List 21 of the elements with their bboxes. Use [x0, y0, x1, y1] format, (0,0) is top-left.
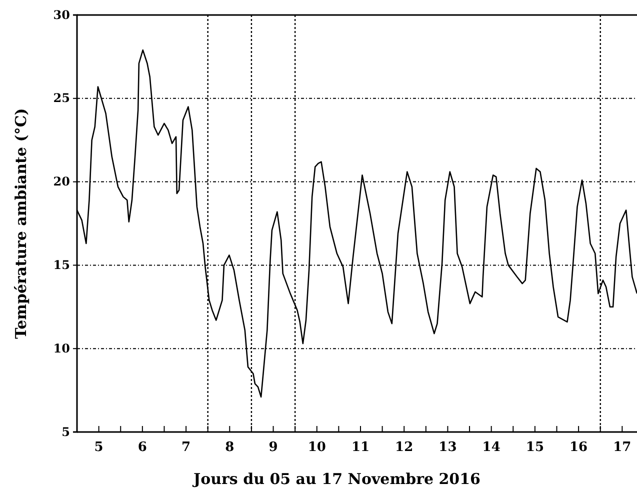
y-axis-title: Température ambiante (°C): [12, 108, 30, 339]
x-axis-title: Jours du 05 au 17 Novembre 2016: [192, 470, 480, 488]
x-tick-label: 12: [395, 440, 414, 456]
x-tick-label: 10: [308, 440, 326, 456]
y-tick-label: 10: [53, 341, 70, 356]
x-tick-label: 16: [570, 440, 588, 456]
y-tick-label: 5: [62, 424, 70, 439]
x-tick-label: 17: [613, 440, 632, 456]
x-tick-label: 5: [94, 440, 104, 456]
y-tick-label: 20: [53, 174, 70, 189]
y-tick-label: 25: [53, 91, 70, 106]
x-tick-label: 14: [482, 440, 500, 456]
x-tick-label: 8: [225, 440, 234, 456]
x-tick-label: 13: [438, 440, 457, 456]
x-tick-label: 11: [351, 440, 370, 456]
y-tick-label: 30: [53, 8, 70, 22]
x-tick-label: 7: [182, 440, 191, 456]
x-tick-label: 15: [526, 440, 544, 456]
x-tick-label: 9: [268, 440, 278, 456]
y-tick-label: 15: [53, 258, 70, 272]
x-tick-label: 6: [138, 440, 147, 456]
